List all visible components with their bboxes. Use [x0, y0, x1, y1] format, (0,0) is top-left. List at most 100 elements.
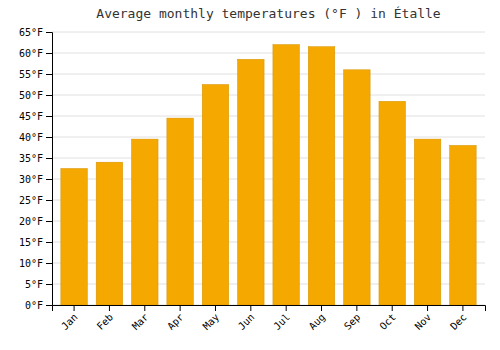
tick: 40°F: [19, 132, 52, 143]
bar: [308, 47, 335, 305]
grid: [52, 32, 485, 305]
tick-label: 45°F: [19, 111, 43, 122]
tick-mark: [46, 95, 52, 96]
tick-label: Dec: [448, 311, 469, 332]
tick-label: 10°F: [19, 258, 43, 269]
tick-label: Mar: [130, 311, 151, 332]
tick-mark: [144, 305, 145, 311]
tick: 15°F: [19, 237, 52, 248]
tick: 20°F: [19, 216, 52, 227]
tick-mark: [109, 305, 110, 311]
tick: 65°F: [19, 27, 52, 38]
tick-label: Oct: [377, 311, 398, 332]
tick: 45°F: [19, 111, 52, 122]
axis-line: [53, 306, 486, 312]
tick-label: Apr: [165, 311, 186, 332]
tick-mark: [46, 32, 52, 33]
tick-label: 50°F: [19, 90, 43, 101]
tick-mark: [46, 158, 52, 159]
tick-mark: [46, 263, 52, 264]
bar: [379, 101, 406, 305]
tick-mark: [46, 137, 52, 138]
tick-mark: [427, 305, 428, 311]
grid-line: [52, 53, 485, 54]
bar: [96, 162, 123, 305]
tick-label: Jan: [59, 311, 80, 332]
tick-label: May: [201, 311, 222, 332]
bars: [61, 45, 476, 305]
bar: [238, 59, 265, 305]
x-axis: Jan Feb Mar Apr May Jun Jul Aug Sep Oct Nov Dec: [53, 305, 486, 332]
tick-label: 60°F: [19, 48, 43, 59]
tick-mark: [46, 200, 52, 201]
tick: Apr: [165, 305, 186, 332]
tick-label: 25°F: [19, 195, 43, 206]
tick: Jan: [59, 305, 80, 332]
tick: 5°F: [25, 279, 52, 290]
bar: [344, 70, 371, 305]
plot: 0°F 5°F 10°F 15°F 20°F 25°F 30°F 35°F 40°F 45°F 50…: [19, 27, 486, 332]
bar: [132, 139, 159, 305]
tick: 35°F: [19, 153, 52, 164]
title: Average monthly temperatures (°F ) in Ét…: [96, 6, 441, 21]
tick: 10°F: [19, 258, 52, 269]
grid-line: [52, 74, 485, 75]
tick-mark: [180, 305, 181, 311]
grid-line: [52, 95, 485, 96]
tick-mark: [462, 305, 463, 311]
bar: [414, 139, 441, 305]
tick: Jun: [236, 305, 257, 332]
tick: Feb: [95, 305, 116, 332]
tick: Sep: [342, 305, 363, 332]
tick: 50°F: [19, 90, 52, 101]
tick-mark: [215, 305, 216, 311]
bar: [202, 85, 229, 306]
bar: [450, 145, 477, 305]
tick-label: 0°F: [25, 300, 43, 311]
tick-mark: [46, 74, 52, 75]
tick-label: 55°F: [19, 69, 43, 80]
tick-mark: [286, 305, 287, 311]
tick: 0°F: [25, 300, 52, 311]
tick-mark: [46, 284, 52, 285]
tick-label: 20°F: [19, 216, 43, 227]
tick-label: 35°F: [19, 153, 43, 164]
y-axis: 0°F 5°F 10°F 15°F 20°F 25°F 30°F 35°F 40°F 45°F 50…: [19, 27, 53, 311]
grid-line: [52, 137, 485, 138]
tick-mark: [392, 305, 393, 311]
bar: [167, 118, 194, 305]
tick-label: 40°F: [19, 132, 43, 143]
tick-label: Nov: [413, 311, 434, 332]
tick-mark: [74, 305, 75, 311]
tick-mark: [321, 305, 322, 311]
tick: Oct: [377, 305, 398, 332]
chart: 0°F 5°F 10°F 15°F 20°F 25°F 30°F 35°F 40°F 45°F 50…: [0, 0, 500, 350]
tick: 55°F: [19, 69, 52, 80]
tick-label: 5°F: [25, 279, 43, 290]
tick: 60°F: [19, 48, 52, 59]
grid-line: [52, 32, 485, 33]
grid-line: [52, 116, 485, 117]
tick-mark: [356, 305, 357, 311]
tick-label: 15°F: [19, 237, 43, 248]
tick-label: Jun: [236, 311, 257, 332]
tick-label: Sep: [342, 311, 363, 332]
tick-mark: [46, 116, 52, 117]
tick-mark: [46, 221, 52, 222]
tick-mark: [46, 242, 52, 243]
tick-mark: [250, 305, 251, 311]
tick: 25°F: [19, 195, 52, 206]
tick-mark: [46, 53, 52, 54]
tick: Dec: [448, 305, 469, 332]
tick-label: Aug: [307, 311, 328, 332]
tick: Aug: [307, 305, 328, 332]
tick: 30°F: [19, 174, 52, 185]
bar: [61, 169, 88, 306]
tick-mark: [46, 179, 52, 180]
tick: Nov: [413, 305, 434, 332]
tick-label: Jul: [271, 311, 292, 332]
tick: Jul: [271, 305, 292, 332]
axis-line: [46, 33, 53, 306]
tick-mark: [46, 305, 52, 306]
tick-label: 65°F: [19, 27, 43, 38]
